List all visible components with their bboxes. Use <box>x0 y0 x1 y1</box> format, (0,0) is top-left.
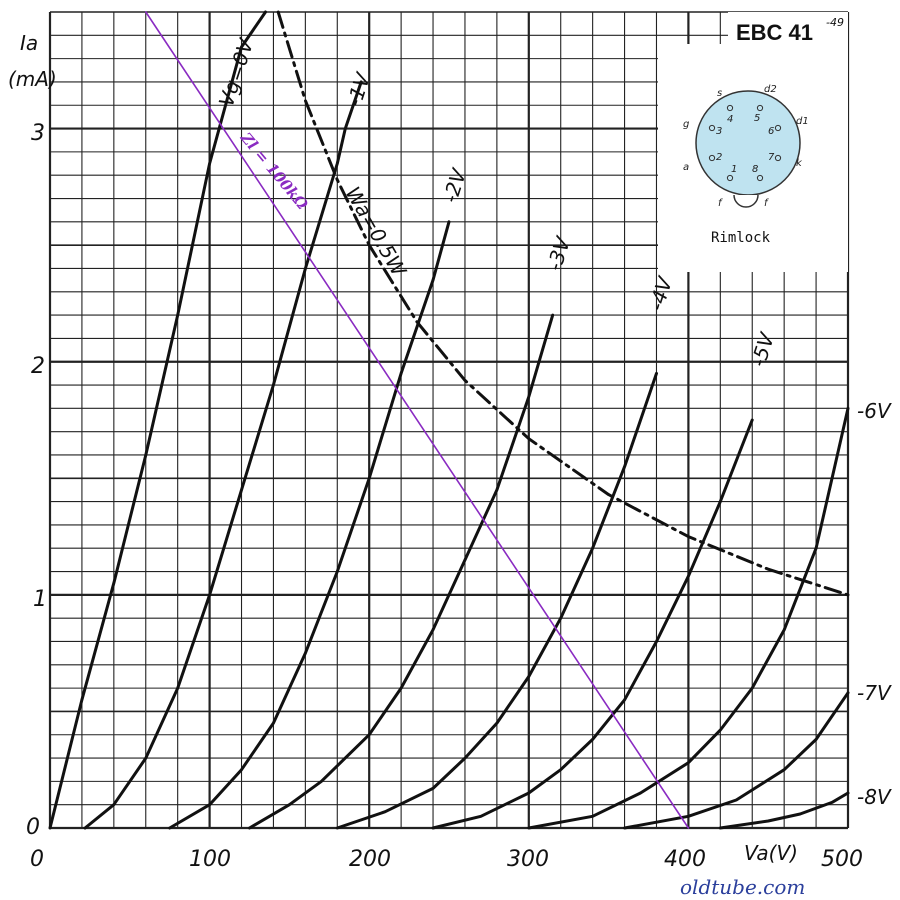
pin-number-6: 6 <box>768 126 774 137</box>
pin-hole <box>726 104 734 112</box>
plate-curve <box>248 313 555 830</box>
pin-number-4: 4 <box>727 114 733 125</box>
plate-curve <box>335 371 658 830</box>
plate-curve <box>168 220 451 830</box>
title-backdrop <box>728 12 848 44</box>
y-axis-label: Ia <box>20 31 38 55</box>
pin-hole <box>756 174 764 182</box>
plate-curve <box>623 691 850 830</box>
pin-hole <box>756 104 764 112</box>
plate-curve <box>431 418 754 830</box>
pin-hole <box>708 124 716 132</box>
pin-label-f-right: f <box>764 198 769 209</box>
x-axis-label: Va(V) <box>744 841 798 865</box>
pin-number-3: 3 <box>716 126 722 137</box>
y-tick-label: 0 <box>26 815 40 840</box>
pin-label-d1: d1 <box>796 116 809 127</box>
pin-number-1: 1 <box>731 164 737 175</box>
pin-number-2: 2 <box>716 152 722 163</box>
pin-hole <box>774 124 782 132</box>
x-tick-label: 0 <box>30 847 44 872</box>
base-type-label: Rimlock <box>711 230 771 246</box>
chart-title-suffix: -49 <box>826 16 844 29</box>
curve-label-vg6: -6V <box>857 399 892 423</box>
pin-hole <box>708 154 716 162</box>
pin-label-d2: d2 <box>764 84 777 95</box>
curve-label-vg7: -7V <box>857 681 892 705</box>
curve-label-vg8: -8V <box>857 785 892 809</box>
curves <box>48 10 850 830</box>
chart-title: EBC 41 <box>736 20 813 45</box>
x-tick-label: 100 <box>189 847 231 872</box>
pin-number-5: 5 <box>754 113 760 124</box>
pin-number-8: 8 <box>752 164 758 175</box>
x-tick-label: 400 <box>664 847 706 872</box>
pin-label-g: g <box>683 119 689 130</box>
tube-base-icon <box>695 90 801 196</box>
plate-curve <box>48 10 267 830</box>
base-diagram: s d2 d1 g a k f f 4 5 6 7 8 1 2 3 Rimloc… <box>658 44 848 272</box>
y-tick-label: 3 <box>31 121 45 146</box>
x-tick-label: 300 <box>507 847 549 872</box>
y-axis-unit: (mA) <box>8 67 57 91</box>
pin-label-k: k <box>796 158 803 169</box>
dissipation-curve <box>276 10 850 597</box>
pin-hole <box>774 154 782 162</box>
grid <box>48 11 850 830</box>
x-tick-label: 200 <box>349 847 391 872</box>
pin-number-7: 7 <box>768 152 775 163</box>
x-tick-label: 500 <box>821 847 863 872</box>
pin-label-a: a <box>683 162 689 173</box>
y-tick-label: 1 <box>33 587 47 612</box>
load-line <box>145 11 690 829</box>
base-key-notch <box>733 194 759 208</box>
pin-hole <box>726 174 734 182</box>
y-tick-label: 2 <box>31 354 45 379</box>
source-watermark: oldtube.com <box>680 875 805 899</box>
plate-curve <box>527 406 850 830</box>
pin-label-s: s <box>717 88 722 99</box>
plate-curve <box>83 80 363 830</box>
plate-curve <box>718 791 850 830</box>
pin-label-f-left: f <box>718 198 723 209</box>
